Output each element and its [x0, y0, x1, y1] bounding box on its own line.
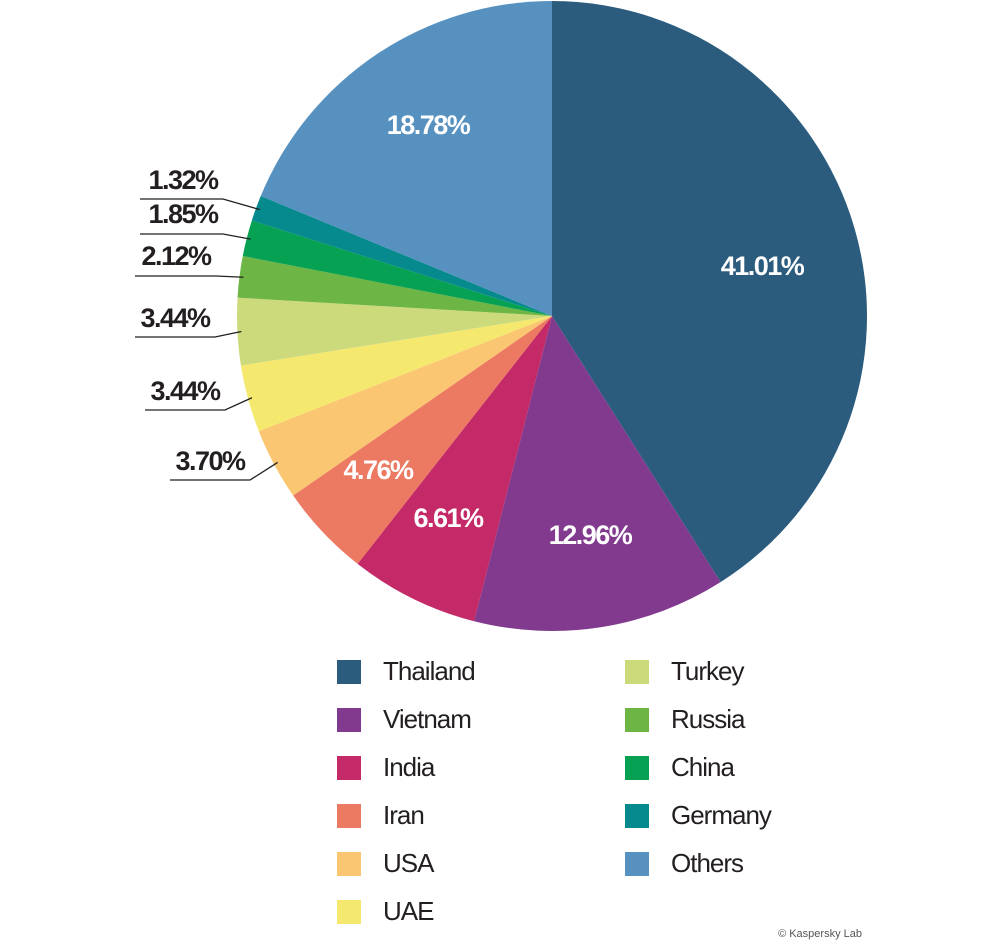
- data-label: 3.44%: [150, 376, 221, 406]
- data-label: 6.61%: [413, 503, 484, 533]
- legend-label: Turkey: [671, 656, 744, 686]
- data-label: 1.85%: [148, 199, 219, 229]
- legend-label: UAE: [383, 896, 434, 926]
- legend-label: India: [383, 752, 436, 782]
- leader-line: [140, 198, 260, 211]
- credit: © Kaspersky Lab: [778, 928, 862, 940]
- legend-swatch: [625, 804, 649, 828]
- data-label: 18.78%: [387, 110, 471, 140]
- data-label: 41.01%: [721, 251, 805, 281]
- legend-label: Thailand: [383, 656, 475, 686]
- data-label: 2.12%: [141, 241, 212, 271]
- legend-label: USA: [383, 848, 435, 878]
- pie-slice: [240, 316, 552, 432]
- data-label: 3.44%: [140, 303, 211, 333]
- data-label: 12.96%: [549, 520, 633, 550]
- pie-slice: [474, 316, 721, 631]
- legend-swatch: [625, 852, 649, 876]
- legend-swatch: [337, 660, 361, 684]
- pie-slice: [357, 316, 552, 622]
- legend-label: Germany: [671, 800, 772, 830]
- leader-line: [145, 397, 253, 411]
- data-label: 3.70%: [175, 446, 246, 476]
- legend-swatch: [337, 708, 361, 732]
- pie-slice: [552, 1, 867, 583]
- legend-swatch: [337, 756, 361, 780]
- leader-line: [140, 233, 251, 240]
- leader-line: [135, 275, 244, 278]
- legend-swatch: [337, 900, 361, 924]
- legend-label: Iran: [383, 800, 424, 830]
- pie-slice: [260, 1, 552, 316]
- pie-slice: [293, 316, 552, 564]
- data-label: 1.32%: [148, 165, 219, 195]
- legend-label: Vietnam: [383, 704, 471, 734]
- legend-swatch: [625, 756, 649, 780]
- legend-swatch: [337, 852, 361, 876]
- pie-slice: [237, 297, 553, 366]
- leader-line: [135, 330, 242, 338]
- legend-swatch: [625, 708, 649, 732]
- legend-swatch: [337, 804, 361, 828]
- legend-label: China: [671, 752, 735, 782]
- pie-slice: [242, 220, 552, 316]
- leader-line: [170, 461, 278, 481]
- pie-slice: [258, 316, 552, 496]
- legend-label: Russia: [671, 704, 746, 734]
- legend-label: Others: [671, 848, 744, 878]
- pie-slice: [251, 196, 553, 316]
- data-label: 4.76%: [343, 455, 414, 485]
- pie-slice: [237, 256, 552, 316]
- legend-swatch: [625, 660, 649, 684]
